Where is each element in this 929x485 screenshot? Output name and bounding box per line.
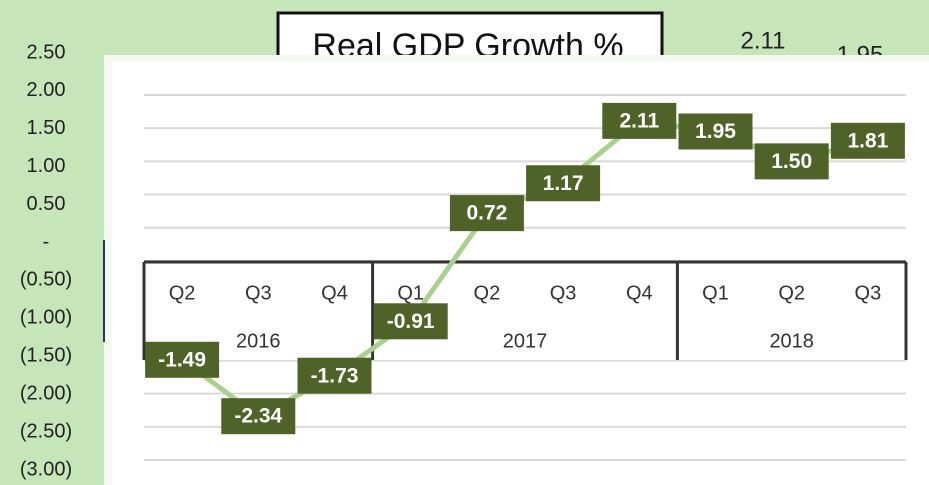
group-label: 2016 <box>236 330 281 352</box>
x-tick-label: Q2 <box>778 282 805 304</box>
y-tick-label: (1.00) <box>20 307 72 329</box>
data-label-box <box>754 143 829 180</box>
y-tick-label: (2.50) <box>20 420 72 442</box>
data-label: -1.49 <box>158 348 206 371</box>
x-tick-label: Q4 <box>626 282 653 304</box>
x-tick-label: Q2 <box>169 282 196 304</box>
x-tick-label: Q3 <box>855 282 882 304</box>
y-tick-label: (1.50) <box>20 345 72 367</box>
y-tick-label: (3.00) <box>20 458 72 480</box>
data-label-box <box>373 303 448 340</box>
data-label-box <box>678 113 753 150</box>
data-label: -0.91 <box>387 310 435 333</box>
data-label: 2.11 <box>619 109 659 132</box>
category-axis <box>144 262 906 360</box>
y-tick-label: 0.50 <box>27 193 66 215</box>
data-label-box <box>526 165 601 202</box>
y-tick-label: (0.50) <box>20 269 72 291</box>
y-tick-label: 2.00 <box>27 79 66 101</box>
data-label-box <box>602 102 677 139</box>
group-label: 2017 <box>503 330 548 352</box>
x-tick-label: Q3 <box>245 282 272 304</box>
y-tick-label: - <box>43 231 50 253</box>
ghost-label: 2.11 <box>741 27 786 54</box>
data-label-box <box>221 398 296 435</box>
x-tick-label: Q2 <box>474 282 501 304</box>
x-tick-label: Q1 <box>702 282 729 304</box>
data-label: 1.95 <box>695 120 736 143</box>
data-label: 1.50 <box>771 150 812 173</box>
series-line <box>180 118 869 420</box>
y-tick-label: 1.00 <box>27 155 66 177</box>
data-label-box <box>145 341 220 378</box>
group-label: 2018 <box>769 330 814 352</box>
data-label: 0.72 <box>466 202 507 225</box>
data-label: 1.17 <box>543 172 584 195</box>
x-tick-label: Q1 <box>397 282 424 304</box>
data-label-box <box>449 195 524 232</box>
data-label: -1.73 <box>311 364 359 387</box>
y-tick-label: (2.00) <box>20 382 72 404</box>
x-tick-label: Q3 <box>550 282 577 304</box>
data-label: -2.34 <box>234 405 282 428</box>
data-label-box <box>297 357 372 394</box>
y-tick-label: 2.50 <box>27 41 66 63</box>
x-tick-label: Q4 <box>321 282 348 304</box>
data-label-box <box>830 122 905 159</box>
data-label: 1.81 <box>847 129 888 152</box>
y-tick-label: 1.50 <box>27 117 66 139</box>
